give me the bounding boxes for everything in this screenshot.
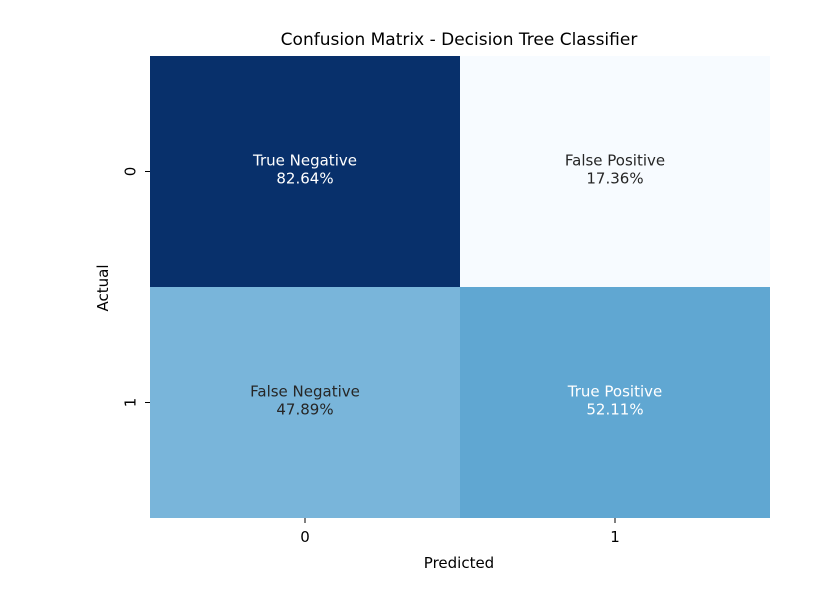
heatmap-cell-1-0 — [150, 287, 460, 518]
x-axis-label: Predicted — [424, 554, 494, 572]
chart-title: Confusion Matrix - Decision Tree Classif… — [281, 30, 638, 50]
y-axis-label: Actual — [94, 265, 112, 312]
axis-ticks: 0 1 0 1 — [122, 167, 620, 546]
x-tick-label-1: 1 — [610, 528, 620, 546]
cell-label-0-0: True Negative — [252, 152, 357, 170]
heatmap-cell-0-0 — [150, 56, 460, 287]
cell-value-0-1: 17.36% — [586, 170, 643, 188]
heatmap-cell-0-1 — [460, 56, 770, 287]
heatmap-cell-1-1 — [460, 287, 770, 518]
cell-value-1-0: 47.89% — [276, 401, 333, 419]
cell-value-1-1: 52.11% — [586, 401, 643, 419]
x-tick-label-0: 0 — [300, 528, 310, 546]
y-tick-label-1: 1 — [122, 398, 140, 408]
cell-value-0-0: 82.64% — [276, 170, 333, 188]
y-tick-label-0: 0 — [122, 167, 140, 177]
cell-label-1-1: True Positive — [567, 383, 662, 401]
cell-label-1-0: False Negative — [250, 383, 360, 401]
cell-label-0-1: False Positive — [565, 152, 665, 170]
